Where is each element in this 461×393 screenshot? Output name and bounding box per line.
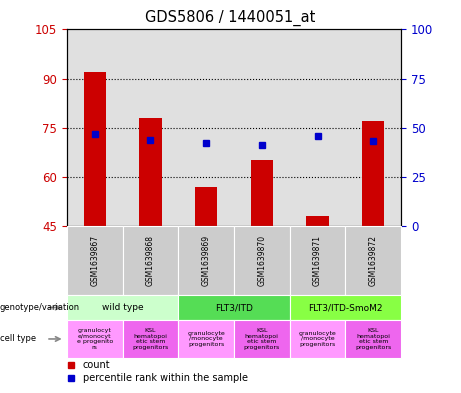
Bar [195,187,217,226]
Text: GSM1639871: GSM1639871 [313,235,322,286]
Text: wild type: wild type [102,303,143,312]
Text: FLT3/ITD-SmoM2: FLT3/ITD-SmoM2 [308,303,383,312]
Text: KSL
hematopoi
etic stem
progenitors: KSL hematopoi etic stem progenitors [132,329,169,349]
Bar [251,160,273,226]
Text: genotype/variation: genotype/variation [0,303,80,312]
Bar [83,72,106,226]
Text: granulocyte
/monocyte
progenitors: granulocyte /monocyte progenitors [187,331,225,347]
Text: percentile rank within the sample: percentile rank within the sample [83,373,248,382]
Text: GSM1639872: GSM1639872 [369,235,378,286]
Text: count: count [83,360,111,370]
Text: KSL
hematopoi
etic stem
progenitors: KSL hematopoi etic stem progenitors [244,329,280,349]
Bar [139,118,161,226]
Text: cell type: cell type [0,334,36,343]
Text: GSM1639867: GSM1639867 [90,235,99,286]
Text: granulocyt
e/monocyt
e progenito
rs: granulocyt e/monocyt e progenito rs [77,329,113,349]
Text: granulocyte
/monocyte
progenitors: granulocyte /monocyte progenitors [299,331,337,347]
Text: KSL
hematopoi
etic stem
progenitors: KSL hematopoi etic stem progenitors [355,329,391,349]
Text: FLT3/ITD: FLT3/ITD [215,303,253,312]
Text: GSM1639868: GSM1639868 [146,235,155,286]
Text: GDS5806 / 1440051_at: GDS5806 / 1440051_at [145,10,316,26]
Bar [362,121,384,226]
Text: GSM1639869: GSM1639869 [201,235,211,286]
Bar [307,216,329,226]
Text: GSM1639870: GSM1639870 [257,235,266,286]
